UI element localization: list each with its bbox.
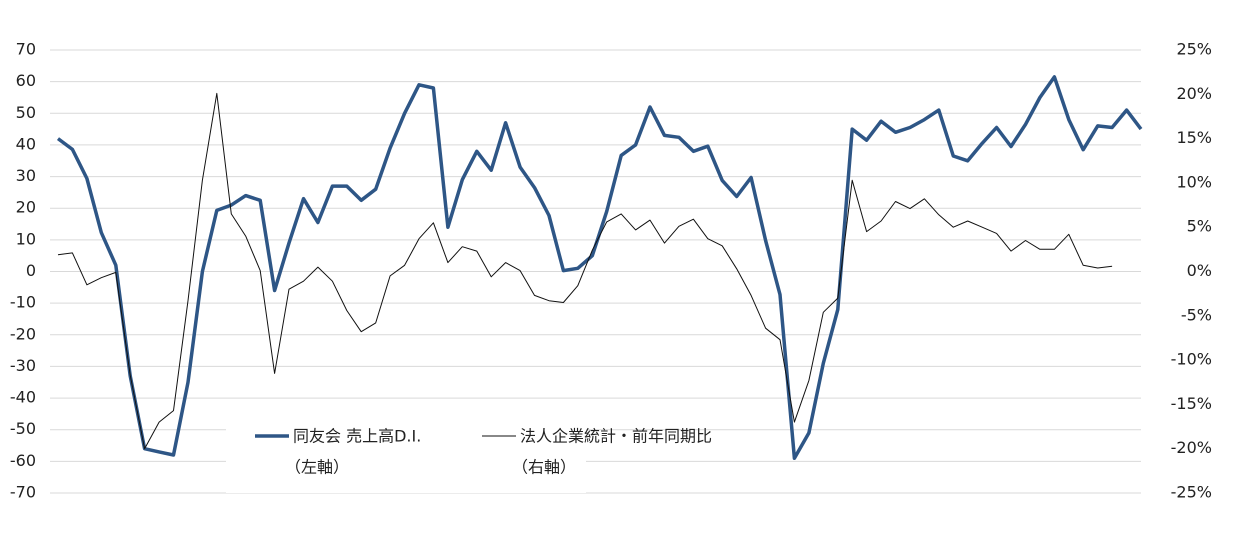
y2-tick-label: 10% [1176,172,1212,191]
series-line [56,75,1143,460]
y2-tick-label: 0% [1187,261,1212,280]
y2-tick-label: -10% [1171,350,1212,369]
y-tick-label: 70 [16,40,36,59]
y2-tick-label: -20% [1171,438,1212,457]
legend-label: 同友会 売上高D.I. [293,427,421,446]
y-tick-label: -50 [10,419,36,438]
y-tick-label: -10 [10,293,36,312]
legend-box [226,405,586,493]
y-tick-label: 0 [26,261,36,280]
y-tick-label: 20 [16,198,36,217]
legend-label: 法人企業統計・前年同期比 [520,427,712,446]
y2-tick-label: 15% [1176,128,1212,147]
y-tick-label: -70 [10,483,36,502]
legend-note: （左軸） [285,458,349,477]
y2-tick-label: -25% [1171,483,1212,502]
y2-tick-label: 20% [1176,84,1212,103]
y2-tick-label: -5% [1181,305,1212,324]
y2-tick-label: 25% [1176,40,1212,59]
y-tick-label: 60 [16,71,36,90]
legend-note: （右軸） [512,458,576,477]
y-tick-label: 40 [16,134,36,153]
y-tick-label: -20 [10,324,36,343]
y-tick-label: 50 [16,103,36,122]
series-line [57,92,1113,450]
y-tick-label: -40 [10,388,36,407]
y-tick-label: 10 [16,229,36,248]
y2-tick-label: 5% [1187,217,1212,236]
y-tick-label: 30 [16,166,36,185]
y-tick-label: -60 [10,451,36,470]
y2-tick-label: -15% [1171,394,1212,413]
y-tick-label: -30 [10,356,36,375]
